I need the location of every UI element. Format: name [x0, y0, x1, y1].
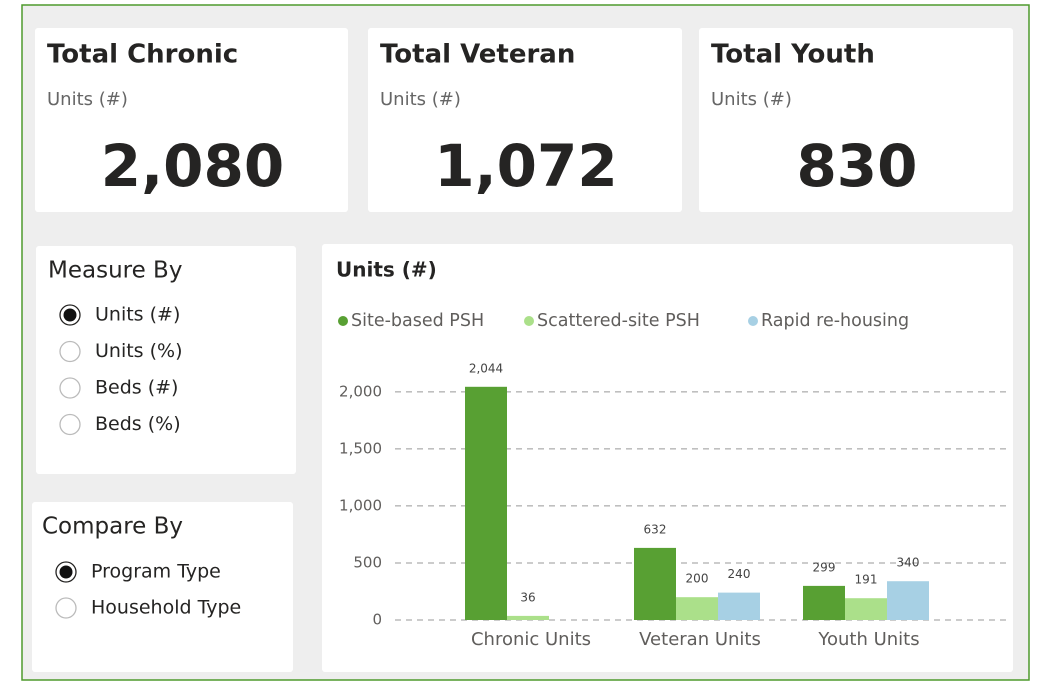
card-value: 1,072: [434, 132, 617, 200]
card-subtitle: Units (#): [380, 89, 461, 110]
legend-dot: [748, 316, 758, 326]
card: [699, 28, 1013, 212]
bar: [887, 581, 929, 620]
card-title: Total Chronic: [47, 40, 238, 70]
radio-dot: [63, 308, 77, 322]
y-tick-label: 500: [353, 553, 382, 571]
bar: [634, 547, 676, 620]
card-title: Total Youth: [711, 40, 875, 70]
bar: [803, 585, 845, 620]
data-label: 2,044: [469, 361, 503, 375]
radio-label[interactable]: Household Type: [91, 597, 241, 619]
legend-label: Rapid re-housing: [761, 311, 909, 331]
radio-label[interactable]: Beds (%): [95, 413, 181, 435]
legend-label: Scattered-site PSH: [537, 311, 700, 331]
card-subtitle: Units (#): [47, 89, 128, 110]
data-label: 240: [728, 567, 751, 581]
radio-label[interactable]: Units (#): [95, 304, 180, 326]
slicer-panel: [36, 246, 296, 474]
radio-label[interactable]: Units (%): [95, 340, 183, 362]
radio[interactable]: [59, 340, 81, 363]
data-label: 191: [855, 573, 878, 587]
radio-label[interactable]: Beds (#): [95, 377, 178, 399]
slicer-panel: [32, 502, 293, 672]
card-value: 830: [796, 132, 917, 200]
card: [35, 28, 348, 212]
bar: [465, 386, 507, 620]
radio-label[interactable]: Program Type: [91, 561, 221, 583]
radio[interactable]: [55, 597, 77, 619]
bar: [507, 615, 549, 620]
card-subtitle: Units (#): [711, 89, 792, 110]
radio[interactable]: [59, 377, 81, 399]
bar: [845, 598, 887, 620]
card-title: Total Veteran: [380, 40, 575, 70]
legend-dot: [524, 316, 534, 326]
bar: [718, 592, 760, 620]
legend-dot: [338, 316, 348, 326]
radio-dot: [59, 565, 73, 579]
radio[interactable]: [59, 413, 81, 436]
y-tick-label: 0: [372, 611, 382, 629]
slicer-title: Compare By: [42, 514, 183, 540]
bar: [676, 597, 718, 620]
x-tick-label: Veteran Units: [639, 629, 761, 650]
x-tick-label: Youth Units: [817, 629, 919, 650]
data-label: 632: [644, 522, 667, 536]
y-tick-label: 1,500: [339, 439, 382, 457]
data-label: 299: [813, 560, 836, 574]
card-value: 2,080: [101, 132, 284, 200]
data-label: 36: [520, 590, 535, 604]
data-label: 200: [686, 572, 709, 586]
y-tick-label: 1,000: [339, 496, 382, 514]
chart-title: Units (#): [336, 258, 437, 282]
y-tick-label: 2,000: [339, 382, 382, 400]
legend-label: Site-based PSH: [351, 311, 484, 331]
data-label: 340: [897, 556, 920, 570]
card: [368, 28, 682, 212]
slicer-title: Measure By: [48, 258, 182, 284]
x-tick-label: Chronic Units: [471, 629, 591, 650]
